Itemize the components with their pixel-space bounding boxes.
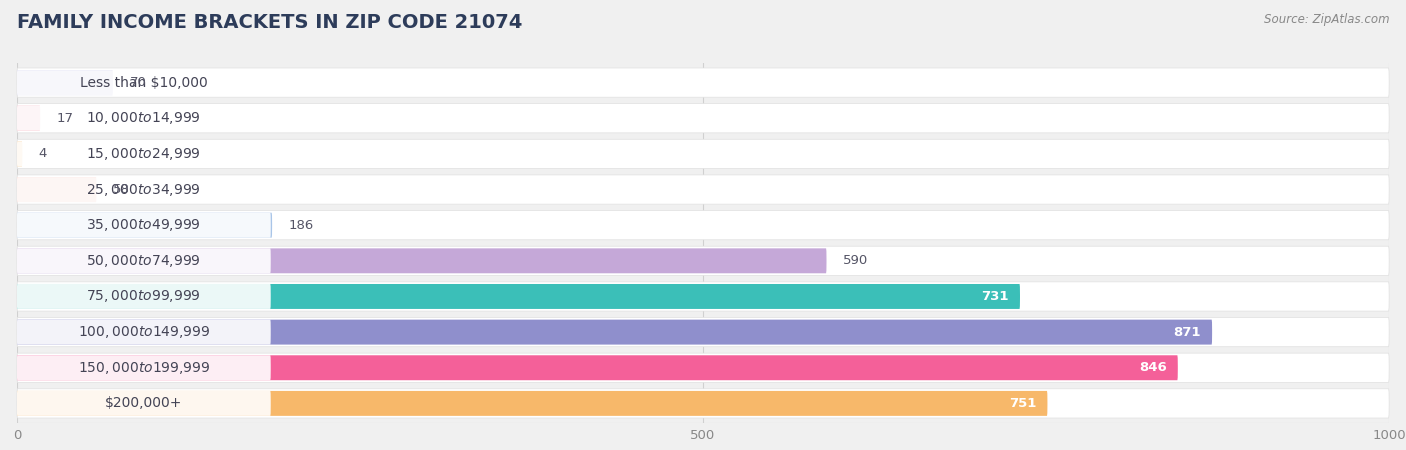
Text: 846: 846 bbox=[1139, 361, 1167, 374]
Text: 4: 4 bbox=[39, 148, 48, 160]
Text: 70: 70 bbox=[129, 76, 146, 89]
Text: $100,000 to $149,999: $100,000 to $149,999 bbox=[77, 324, 209, 340]
Text: 17: 17 bbox=[56, 112, 73, 125]
FancyBboxPatch shape bbox=[17, 106, 271, 130]
Text: $15,000 to $24,999: $15,000 to $24,999 bbox=[86, 146, 201, 162]
Text: Less than $10,000: Less than $10,000 bbox=[80, 76, 208, 90]
Text: 58: 58 bbox=[112, 183, 129, 196]
Text: $25,000 to $34,999: $25,000 to $34,999 bbox=[86, 181, 201, 198]
Text: $200,000+: $200,000+ bbox=[105, 396, 183, 410]
FancyBboxPatch shape bbox=[17, 318, 1389, 346]
FancyBboxPatch shape bbox=[17, 246, 1389, 275]
FancyBboxPatch shape bbox=[17, 353, 1389, 382]
Text: 871: 871 bbox=[1174, 326, 1201, 338]
Text: 731: 731 bbox=[981, 290, 1010, 303]
FancyBboxPatch shape bbox=[17, 106, 41, 130]
FancyBboxPatch shape bbox=[17, 320, 1212, 345]
FancyBboxPatch shape bbox=[17, 141, 271, 166]
FancyBboxPatch shape bbox=[17, 213, 271, 238]
Text: $150,000 to $199,999: $150,000 to $199,999 bbox=[77, 360, 209, 376]
FancyBboxPatch shape bbox=[17, 356, 1178, 380]
Text: $35,000 to $49,999: $35,000 to $49,999 bbox=[86, 217, 201, 233]
FancyBboxPatch shape bbox=[17, 177, 97, 202]
FancyBboxPatch shape bbox=[17, 104, 1389, 133]
FancyBboxPatch shape bbox=[17, 391, 271, 416]
Text: FAMILY INCOME BRACKETS IN ZIP CODE 21074: FAMILY INCOME BRACKETS IN ZIP CODE 21074 bbox=[17, 14, 522, 32]
FancyBboxPatch shape bbox=[17, 213, 273, 238]
FancyBboxPatch shape bbox=[17, 389, 1389, 418]
Text: $10,000 to $14,999: $10,000 to $14,999 bbox=[86, 110, 201, 126]
FancyBboxPatch shape bbox=[17, 284, 271, 309]
FancyBboxPatch shape bbox=[17, 248, 271, 273]
Text: 590: 590 bbox=[844, 254, 869, 267]
FancyBboxPatch shape bbox=[17, 284, 1019, 309]
FancyBboxPatch shape bbox=[17, 141, 22, 166]
FancyBboxPatch shape bbox=[17, 320, 271, 345]
FancyBboxPatch shape bbox=[17, 70, 271, 95]
FancyBboxPatch shape bbox=[17, 68, 1389, 97]
FancyBboxPatch shape bbox=[17, 211, 1389, 240]
Text: $50,000 to $74,999: $50,000 to $74,999 bbox=[86, 253, 201, 269]
FancyBboxPatch shape bbox=[17, 282, 1389, 311]
FancyBboxPatch shape bbox=[17, 140, 1389, 168]
FancyBboxPatch shape bbox=[17, 177, 271, 202]
Text: Source: ZipAtlas.com: Source: ZipAtlas.com bbox=[1264, 14, 1389, 27]
FancyBboxPatch shape bbox=[17, 70, 112, 95]
FancyBboxPatch shape bbox=[17, 356, 271, 380]
Text: $75,000 to $99,999: $75,000 to $99,999 bbox=[86, 288, 201, 305]
FancyBboxPatch shape bbox=[17, 391, 1047, 416]
Text: 186: 186 bbox=[288, 219, 314, 232]
FancyBboxPatch shape bbox=[17, 248, 827, 273]
FancyBboxPatch shape bbox=[17, 175, 1389, 204]
Text: 751: 751 bbox=[1010, 397, 1036, 410]
